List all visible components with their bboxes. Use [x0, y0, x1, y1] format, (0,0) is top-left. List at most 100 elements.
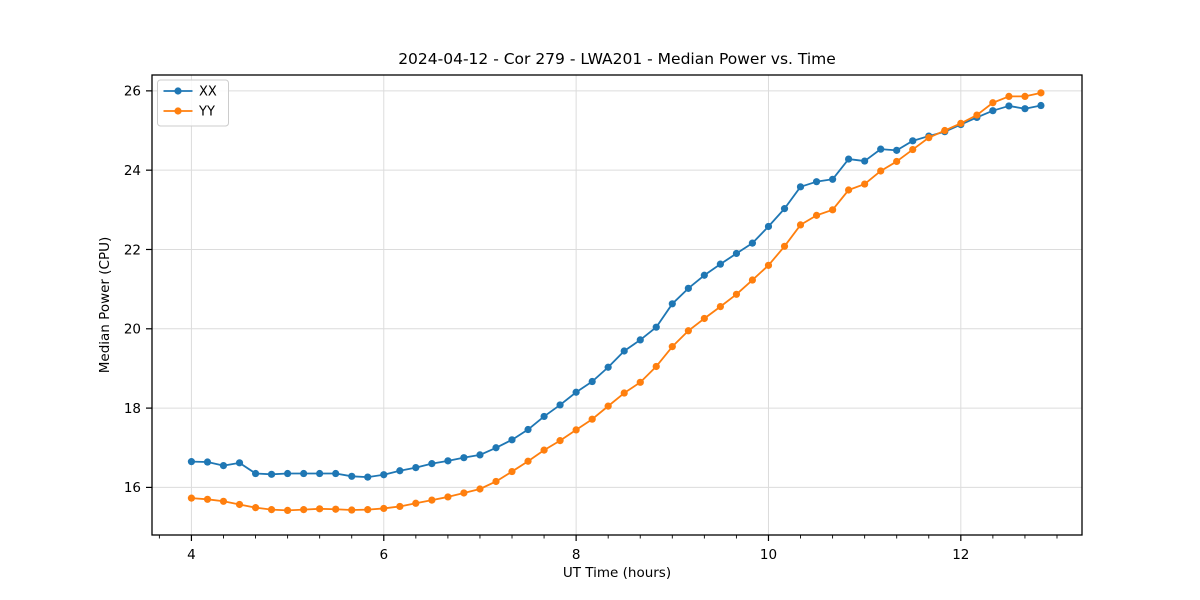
- series-XX-marker: [812, 178, 821, 186]
- series-YY-marker: [732, 290, 741, 298]
- y-tick-label-26: 26: [124, 84, 141, 100]
- x-tick-label-8: 8: [572, 547, 581, 563]
- series-YY-marker: [941, 126, 949, 135]
- y-axis: 16 18 20 22 24 26: [124, 84, 152, 496]
- series-XX-marker: [684, 284, 692, 292]
- series-YY-marker: [284, 506, 292, 515]
- plot-frame: [151, 74, 1083, 536]
- series-YY-marker: [957, 119, 965, 127]
- y-tick-label-22: 22: [124, 242, 141, 258]
- series-XX-marker: [1021, 105, 1029, 113]
- series-YY-marker: [780, 242, 789, 250]
- series-XX-marker: [796, 183, 805, 191]
- series-YY-marker: [428, 496, 436, 504]
- series-YY-marker: [476, 485, 484, 493]
- series-YY-marker: [925, 134, 933, 142]
- series-YY-marker: [380, 504, 388, 513]
- series-YY-marker: [861, 180, 869, 188]
- series-YY-marker: [909, 145, 917, 154]
- y-tick-label-20: 20: [124, 322, 141, 338]
- series-XX-marker: [652, 323, 660, 331]
- series-XX-marker: [588, 377, 596, 386]
- series-XX-marker: [460, 454, 468, 462]
- series-YY-marker: [187, 494, 196, 502]
- series-XX-marker: [780, 205, 789, 213]
- series-YY-marker: [636, 378, 644, 386]
- series-XX-marker: [909, 137, 917, 145]
- series-XX-marker: [219, 462, 228, 470]
- series-XX-marker: [187, 458, 196, 466]
- series-YY-marker: [203, 495, 212, 503]
- series-XX-marker: [732, 249, 741, 258]
- series-XX-marker: [636, 336, 644, 344]
- series-YY-marker: [251, 504, 260, 512]
- series-YY-marker: [460, 489, 468, 497]
- series-YY-marker: [316, 505, 324, 513]
- series-XX-marker: [300, 469, 308, 478]
- legend-box: [157, 79, 229, 127]
- series-YY-marker: [1037, 89, 1045, 97]
- series-XX-marker: [620, 347, 628, 355]
- y-axis-label: Median Power (CPU): [97, 237, 113, 373]
- series-XX-marker: [1005, 102, 1013, 110]
- series-XX-marker: [428, 460, 436, 468]
- series-YY-marker: [267, 506, 276, 514]
- series-XX-marker: [1037, 101, 1045, 110]
- legend-label-XX: XX: [199, 85, 217, 100]
- series-YY-marker: [444, 493, 452, 501]
- series-XX-marker: [572, 388, 580, 396]
- series-XX-marker: [203, 458, 212, 466]
- series-XX-marker: [524, 425, 532, 434]
- series-YY-marker: [524, 457, 532, 465]
- x-tick-label-10: 10: [760, 547, 777, 563]
- legend: XX YY: [157, 79, 229, 127]
- x-axis: 4 6 8 10 12: [158, 535, 1058, 563]
- series-YY-marker: [812, 211, 821, 219]
- series-YY-marker: [364, 506, 372, 514]
- series-XX-marker: [540, 412, 548, 421]
- series-XX-marker: [284, 469, 292, 478]
- series-YY-marker: [764, 261, 773, 269]
- series-XX-marker: [877, 145, 885, 153]
- series-XX-marker: [508, 436, 516, 444]
- series-YY-marker: [556, 437, 564, 445]
- legend-marker-YY: [174, 107, 182, 115]
- y-tick-label-18: 18: [124, 401, 141, 417]
- series-XX-marker: [235, 459, 244, 467]
- x-tick-label-12: 12: [952, 547, 969, 563]
- series-YY-marker: [540, 446, 548, 454]
- series-YY-marker: [508, 467, 516, 476]
- series-XX-marker: [893, 146, 901, 154]
- series-XX-marker: [316, 469, 324, 478]
- series-XX-marker: [861, 157, 869, 165]
- series-YY-marker: [748, 276, 757, 284]
- series-YY-marker: [412, 499, 420, 507]
- x-tick-label-6: 6: [379, 547, 388, 563]
- chart-title: 2024-04-12 - Cor 279 - LWA201 - Median P…: [398, 50, 836, 68]
- series-XX-marker: [396, 467, 404, 475]
- series-XX-marker: [748, 239, 757, 247]
- series-YY-marker: [877, 167, 885, 175]
- series-YY-marker: [572, 426, 580, 434]
- series-XX-marker: [476, 451, 484, 459]
- series-XX-marker: [267, 470, 276, 478]
- legend-marker-XX: [174, 87, 182, 95]
- series-XX-marker: [492, 444, 500, 452]
- series-XX-marker: [668, 300, 676, 308]
- series-YY-marker: [989, 99, 997, 107]
- series-YY-marker: [716, 302, 724, 311]
- series-YY-marker: [219, 497, 228, 505]
- series-XX: [187, 101, 1045, 481]
- series-XX-marker: [364, 473, 372, 481]
- y-tick-label-16: 16: [124, 480, 141, 496]
- series-YY-marker: [588, 415, 596, 423]
- series-YY-marker: [604, 402, 612, 410]
- series-YY-marker: [668, 343, 676, 351]
- series-YY-marker: [492, 477, 500, 486]
- series-YY-marker: [300, 506, 308, 514]
- series-XX-marker: [989, 107, 997, 115]
- series-YY-marker: [700, 314, 708, 323]
- series-YY-marker: [235, 500, 244, 509]
